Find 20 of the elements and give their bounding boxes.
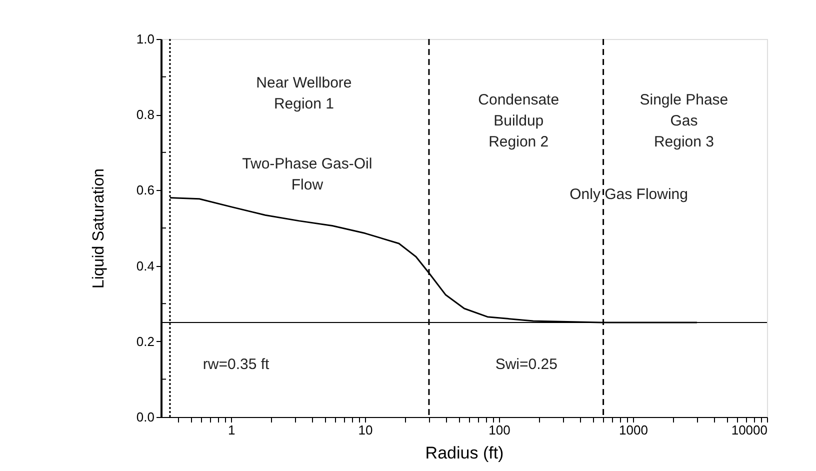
x-tick-label: 1000	[619, 422, 648, 438]
x-tick-label: 10000	[731, 422, 768, 438]
y-tick-label: 0.2	[136, 334, 154, 349]
y-tick-label: 0.6	[136, 182, 154, 198]
x-tick-label: 1	[228, 422, 236, 438]
annotation: Single Phase Gas Region 3	[640, 91, 728, 150]
x-axis-title: Radius (ft)	[425, 444, 504, 462]
annotation: Condensate Buildup Region 2	[478, 91, 560, 150]
y-tick-label: 0.0	[136, 410, 154, 424]
y-tick-label: 0.8	[136, 107, 154, 122]
x-tick-label: 10	[358, 422, 373, 438]
y-tick-label: 1.0	[136, 32, 154, 46]
annotation: Swi=0.25	[495, 356, 558, 374]
annotation: Only Gas Flowing	[570, 186, 688, 203]
annotation: Two-Phase Gas-Oil Flow	[242, 156, 372, 194]
y-tick-label: 0.4	[136, 258, 154, 274]
x-tick-label: 100	[488, 422, 510, 438]
annotation: Near Wellbore Region 1	[256, 74, 352, 112]
annotation: rw=0.35 ft	[202, 356, 270, 374]
y-axis-title: Liquid Saturation	[90, 168, 108, 289]
